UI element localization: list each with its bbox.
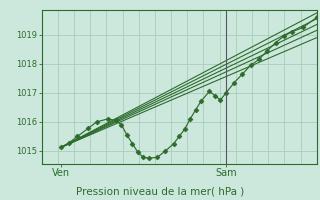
Text: Pression niveau de la mer( hPa ): Pression niveau de la mer( hPa )	[76, 186, 244, 196]
